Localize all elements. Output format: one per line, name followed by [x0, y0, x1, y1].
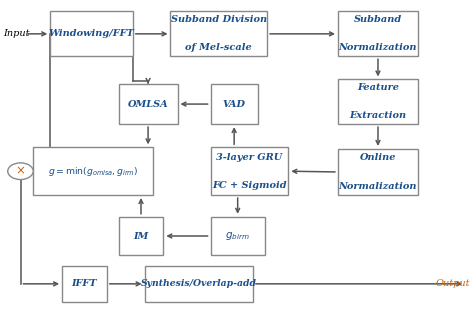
FancyBboxPatch shape: [119, 84, 177, 124]
FancyBboxPatch shape: [62, 266, 107, 302]
FancyBboxPatch shape: [145, 266, 253, 302]
Text: VAD: VAD: [223, 100, 245, 108]
FancyBboxPatch shape: [170, 11, 267, 56]
Text: IFFT: IFFT: [71, 279, 97, 288]
FancyBboxPatch shape: [338, 11, 418, 56]
FancyBboxPatch shape: [210, 147, 289, 195]
Text: Online: Online: [360, 153, 396, 162]
FancyBboxPatch shape: [50, 11, 133, 56]
Text: of Mel-scale: of Mel-scale: [185, 43, 252, 52]
FancyBboxPatch shape: [33, 147, 153, 195]
Text: Output: Output: [436, 279, 470, 288]
Text: Input: Input: [3, 29, 29, 38]
Text: Extraction: Extraction: [350, 111, 407, 120]
FancyBboxPatch shape: [210, 84, 258, 124]
Text: $g=\min(g_{omlsa},g_{irm})$: $g=\min(g_{omlsa},g_{irm})$: [48, 165, 138, 178]
Text: Feature: Feature: [357, 83, 399, 92]
Text: Windowing/FFT: Windowing/FFT: [49, 29, 134, 38]
Text: $\times$: $\times$: [16, 165, 26, 178]
FancyBboxPatch shape: [338, 149, 418, 195]
FancyBboxPatch shape: [119, 217, 163, 255]
Text: Subband: Subband: [354, 15, 402, 24]
Text: IM: IM: [133, 232, 149, 241]
Text: Normalization: Normalization: [339, 182, 417, 191]
Text: Synthesis/Overlap-add: Synthesis/Overlap-add: [141, 279, 257, 288]
FancyBboxPatch shape: [338, 79, 418, 124]
Text: 3-layer GRU: 3-layer GRU: [216, 153, 282, 162]
Text: OMLSA: OMLSA: [128, 100, 168, 108]
Text: Subband Division: Subband Division: [171, 15, 267, 24]
Circle shape: [8, 163, 33, 179]
Text: $g_{birm}$: $g_{birm}$: [225, 230, 250, 242]
FancyBboxPatch shape: [210, 217, 265, 255]
Text: Normalization: Normalization: [339, 43, 417, 52]
Text: FC + Sigmoid: FC + Sigmoid: [212, 181, 287, 190]
